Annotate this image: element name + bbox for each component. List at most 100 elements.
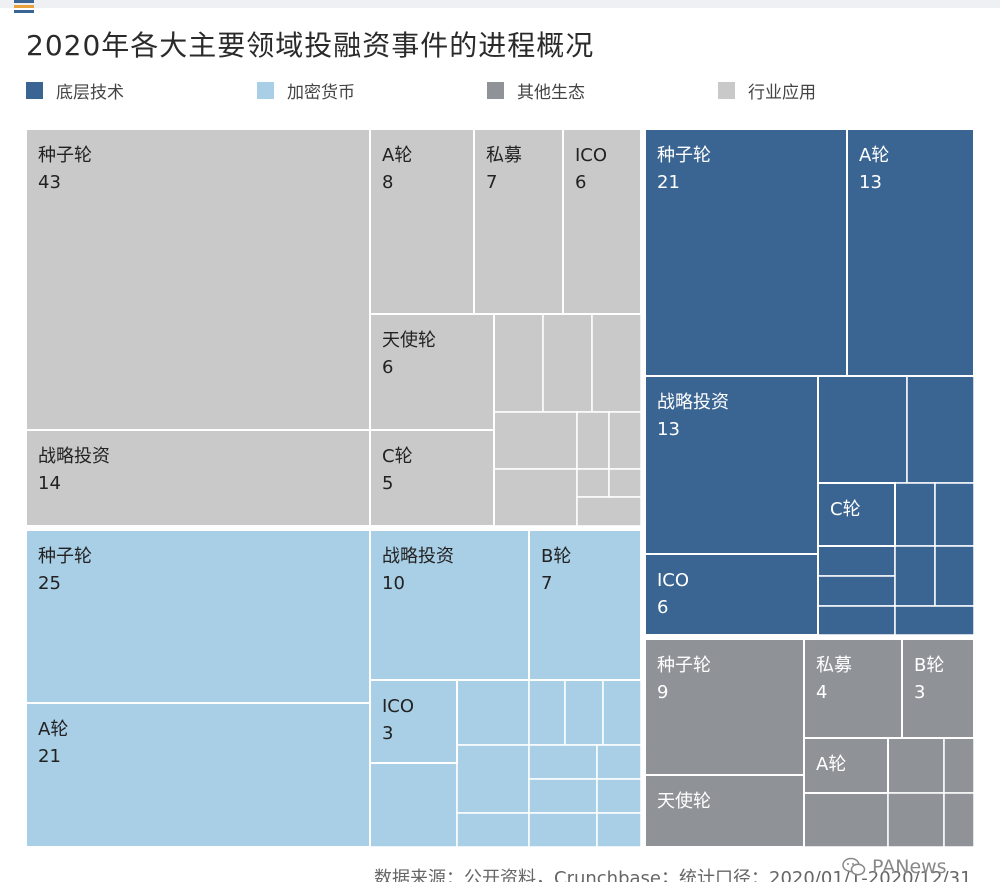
treemap-small-tile: [894, 482, 936, 547]
treemap-tile-label: 天使轮: [382, 330, 436, 351]
treemap-tile: [369, 429, 495, 527]
treemap-tile-value: 21: [38, 746, 61, 767]
treemap-small-tile: [576, 496, 642, 527]
treemap-tile-value: 7: [541, 573, 552, 594]
treemap-small-tile: [493, 468, 578, 527]
treemap-small-tile: [817, 545, 896, 577]
treemap-tile: [473, 128, 564, 315]
treemap-tile-label: 天使轮: [657, 791, 711, 812]
treemap-tile: [901, 638, 975, 739]
treemap-tile: [644, 638, 805, 776]
treemap-tile-label: C轮: [382, 446, 413, 467]
treemap-small-tile: [591, 313, 642, 413]
legend-label: 行业应用: [748, 82, 816, 103]
treemap-tile: [644, 128, 848, 377]
treemap-tile-value: 6: [657, 597, 668, 618]
top-header-strip: [0, 0, 1000, 8]
treemap-tile: [369, 529, 530, 681]
treemap-small-tile: [817, 575, 896, 607]
treemap-small-tile: [608, 468, 642, 498]
treemap-tile-value: 10: [382, 573, 405, 594]
legend-item-other-eco: 其他生态: [487, 76, 585, 104]
treemap-small-tile: [564, 679, 604, 746]
treemap-group: 种子轮 21 A轮 13 战略投资 13 ICO 6 C轮: [644, 128, 975, 636]
legend-item-industry-app: 行业应用: [718, 76, 816, 104]
treemap-tile: [369, 313, 495, 431]
treemap-tile-value: 8: [382, 172, 393, 193]
legend-label: 底层技术: [56, 82, 124, 103]
treemap-tile-value: 6: [575, 172, 586, 193]
treemap-small-tile: [894, 545, 936, 607]
treemap-small-tile: [943, 737, 975, 794]
treemap-small-tile: [493, 313, 544, 413]
treemap-tile-value: 7: [486, 172, 497, 193]
treemap-tile: [25, 429, 371, 527]
treemap-tile: [369, 679, 458, 764]
treemap-small-tile: [608, 411, 642, 470]
treemap-small-tile: [887, 737, 945, 794]
treemap-small-tile: [576, 411, 610, 470]
treemap-small-tile: [542, 313, 593, 413]
treemap-tile: [644, 774, 805, 848]
treemap-small-tile: [934, 482, 975, 547]
legend-swatch: [487, 81, 504, 99]
treemap-small-tile: [817, 375, 908, 484]
treemap-tile-value: 21: [657, 172, 680, 193]
treemap-tile: [803, 638, 903, 739]
treemap-tile: [817, 482, 896, 547]
treemap-tile-label: A轮: [382, 145, 412, 166]
treemap-tile: [25, 702, 371, 848]
treemap-small-tile: [596, 812, 642, 848]
treemap-tile-value: 14: [38, 473, 61, 494]
treemap-small-tile: [887, 792, 945, 848]
treemap-small-tile: [602, 679, 642, 746]
treemap-tile: [644, 375, 819, 555]
treemap-tile-value: 25: [38, 573, 61, 594]
treemap-small-tile: [934, 545, 975, 607]
treemap-small-tile: [528, 679, 566, 746]
treemap-tile-label: 种子轮: [657, 655, 711, 676]
treemap-tile-value: 13: [657, 419, 680, 440]
treemap-small-tile: [456, 744, 530, 814]
treemap-small-tile: [456, 679, 530, 746]
treemap-small-tile: [369, 762, 458, 848]
legend-item-crypto: 加密货币: [257, 76, 355, 104]
treemap-tile-value: 6: [382, 357, 393, 378]
treemap-small-tile: [528, 778, 598, 814]
treemap-tile-label: ICO: [657, 570, 689, 591]
treemap-tile: [846, 128, 975, 377]
treemap-tile-label: B轮: [541, 546, 571, 567]
treemap-small-tile: [596, 744, 642, 780]
treemap-tile: [644, 553, 819, 636]
treemap-tile-label: B轮: [914, 655, 944, 676]
data-source-footer: 数据来源：公开资料，Crunchbase；统计口径：2020/01/1-2020…: [374, 868, 972, 882]
treemap-tile-label: 种子轮: [38, 145, 92, 166]
treemap-tile: [25, 529, 371, 704]
treemap-tile-label: A轮: [816, 754, 846, 775]
treemap-group: 种子轮 43 战略投资 14 A轮 8 私募 7 ICO 6 天使轮 6 C轮 5: [25, 128, 642, 527]
panews-logo-icon: [14, 0, 34, 13]
treemap-small-tile: [803, 792, 889, 848]
treemap-tile-value: 4: [816, 682, 827, 703]
legend-label: 其他生态: [517, 82, 585, 103]
wechat-watermark: PANews: [842, 856, 947, 878]
treemap-tile: [25, 128, 371, 431]
treemap-tile-value: 9: [657, 682, 668, 703]
wechat-watermark-text: PANews: [872, 856, 947, 878]
treemap-small-tile: [943, 792, 975, 848]
wechat-icon: [842, 857, 866, 876]
treemap-small-tile: [528, 744, 598, 780]
legend-label: 加密货币: [287, 82, 355, 103]
legend-swatch: [26, 81, 43, 99]
treemap-tile-label: A轮: [38, 719, 68, 740]
treemap-small-tile: [493, 411, 578, 470]
treemap-tile: [528, 529, 642, 681]
treemap-tile: [562, 128, 642, 315]
treemap-tile-value: 43: [38, 172, 61, 193]
treemap-tile-label: A轮: [859, 145, 889, 166]
treemap-tile-label: 种子轮: [657, 145, 711, 166]
treemap-tile-label: 战略投资: [382, 546, 454, 567]
treemap-small-tile: [596, 778, 642, 814]
